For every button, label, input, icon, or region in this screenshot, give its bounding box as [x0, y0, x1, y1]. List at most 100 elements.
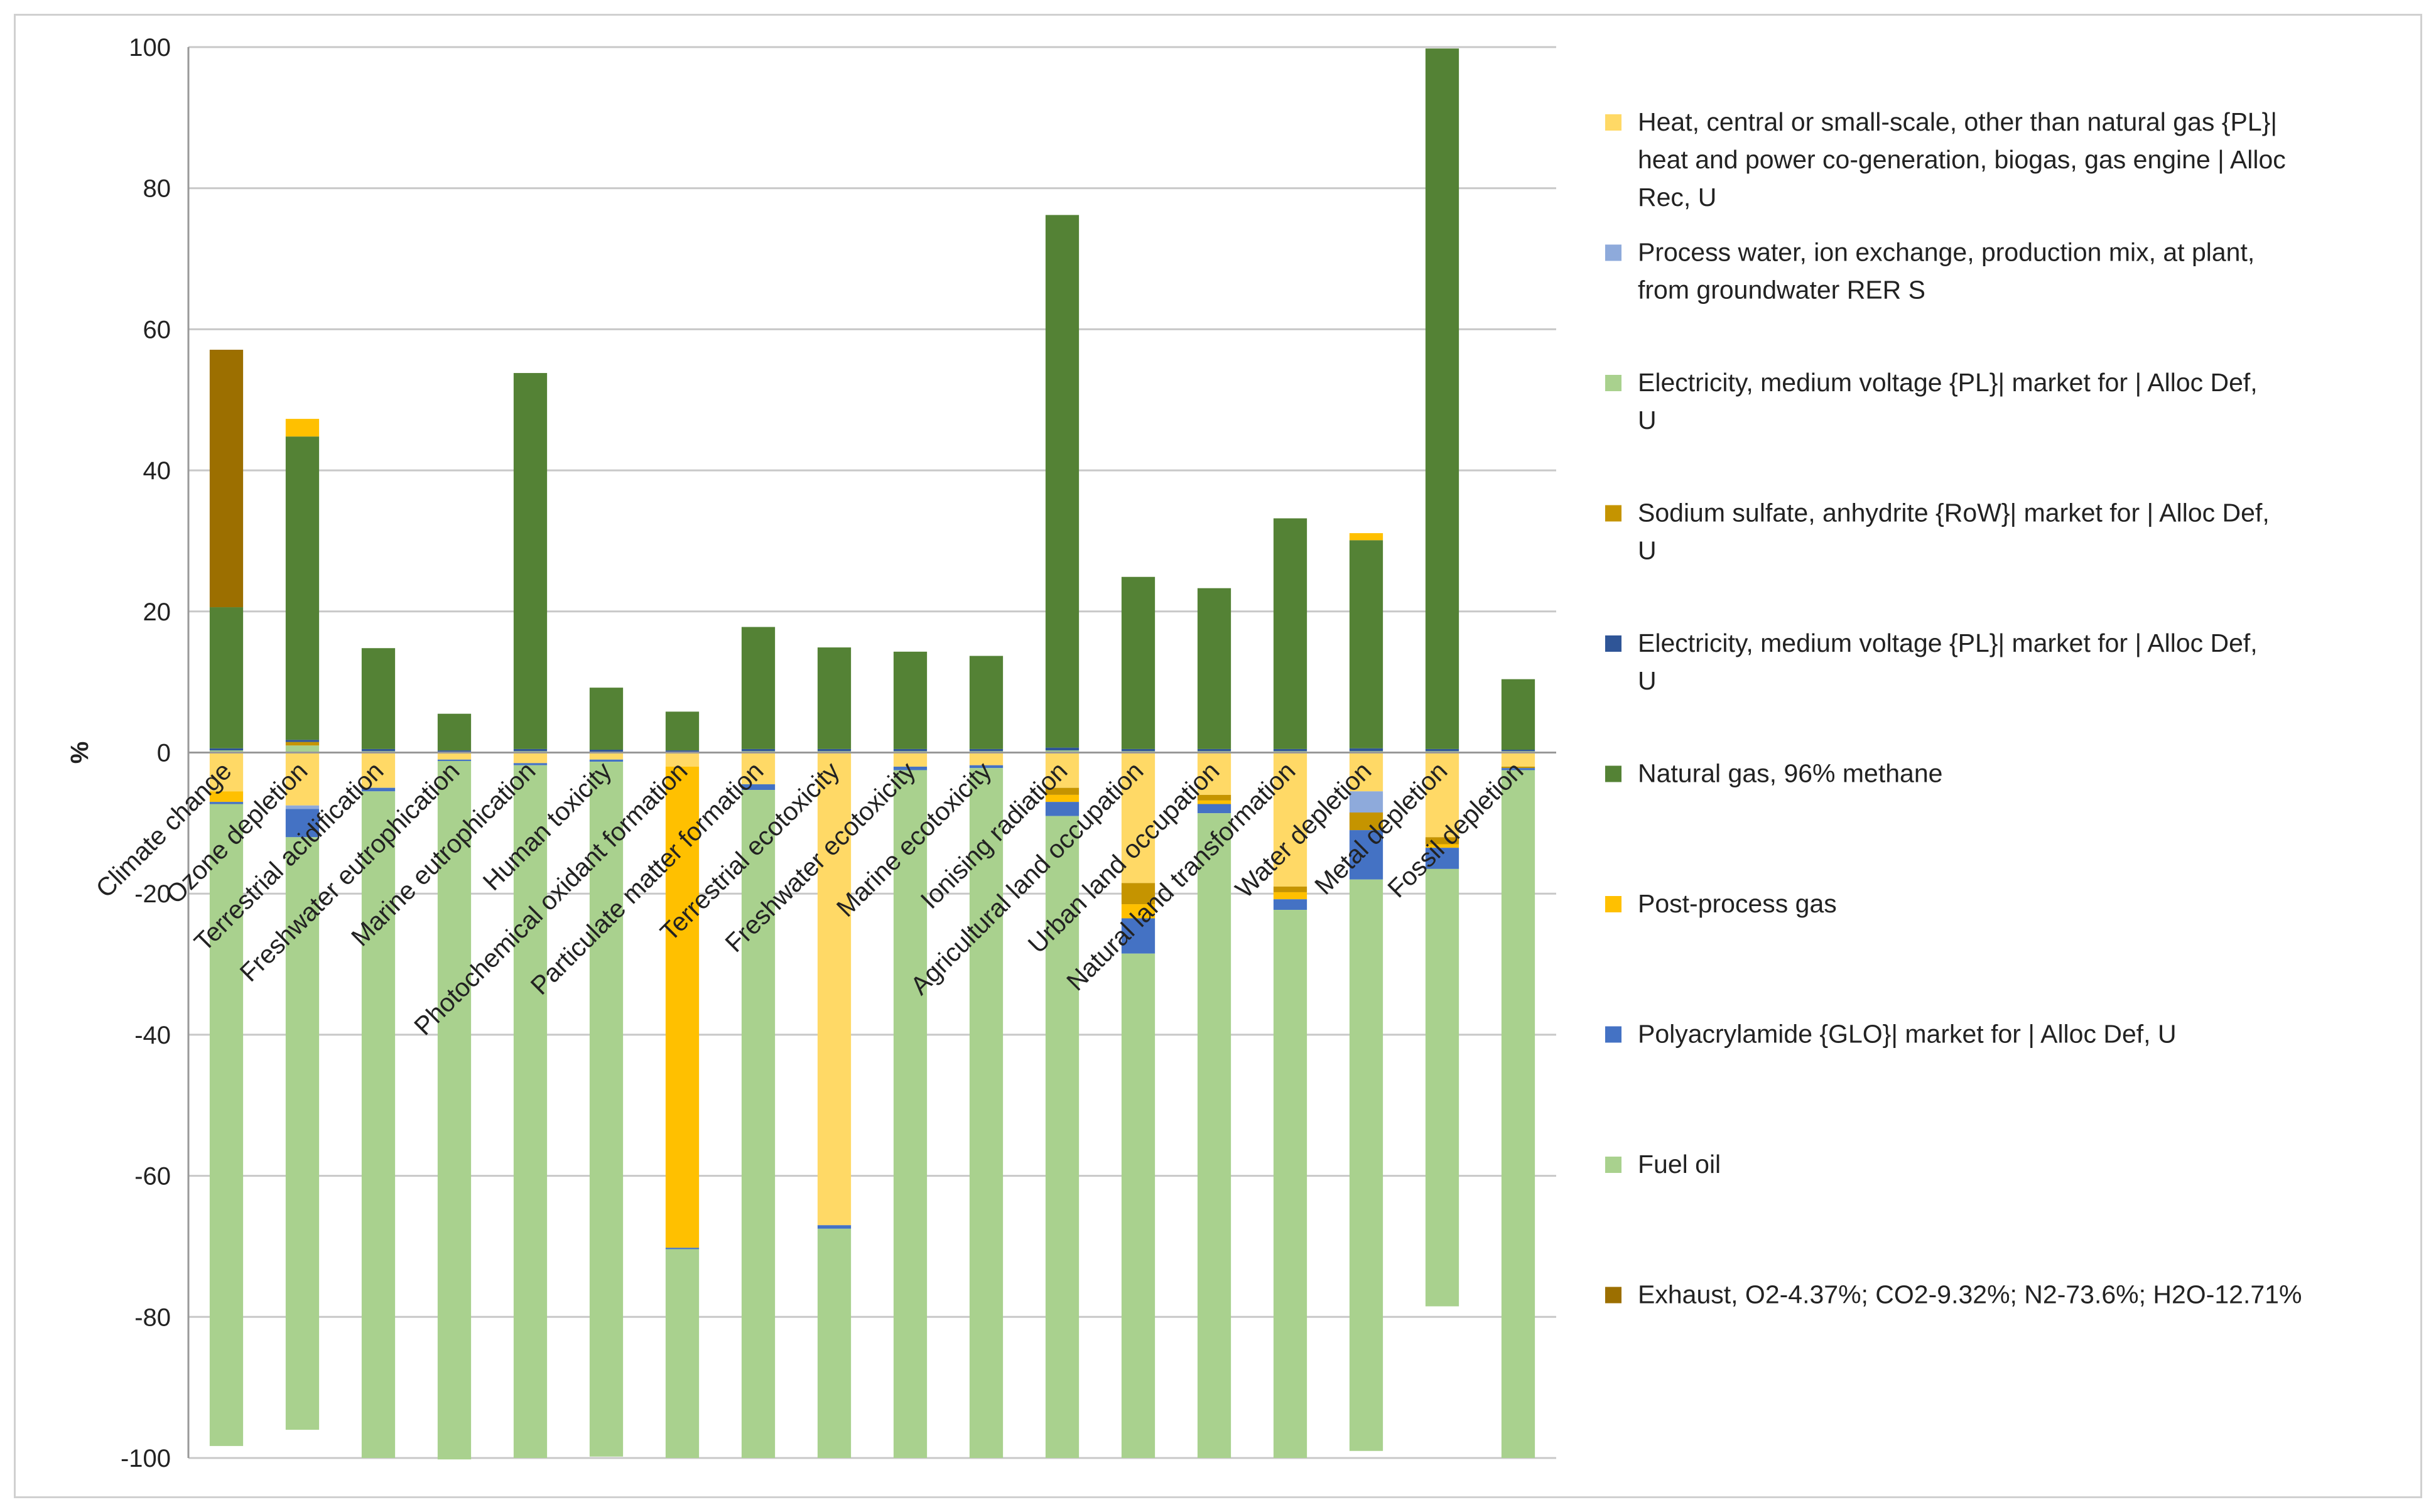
- legend-swatch: [1605, 1287, 1621, 1304]
- bar-stack: [1425, 48, 1459, 1307]
- y-tick-label: 60: [143, 316, 171, 343]
- bar-segment: [665, 1248, 700, 1250]
- y-tick-label: -60: [134, 1163, 171, 1191]
- bar-stack: [361, 648, 396, 1458]
- legend-swatch: [1605, 896, 1621, 912]
- bar-segment: [1121, 748, 1156, 752]
- bar-segment: [1501, 770, 1535, 1458]
- bar-segment: [665, 766, 700, 1248]
- legend-entry: Exhaust, O2-4.37%; CO2-9.32%; N2-73.6%; …: [1605, 1280, 2302, 1309]
- bar-segment: [209, 802, 244, 804]
- bar-segment: [1425, 848, 1459, 869]
- bar-segment: [513, 752, 548, 764]
- bar-segment: [1349, 879, 1383, 1451]
- bar-stack: [741, 627, 776, 1458]
- bar-segment: [209, 791, 244, 802]
- bar-segment: [1121, 576, 1156, 749]
- bar-segment: [1425, 752, 1459, 838]
- bar-segment: [1121, 918, 1156, 954]
- bar-segment: [1273, 748, 1307, 752]
- legend-label: Electricity, medium voltage {PL}| market…: [1638, 368, 2258, 397]
- legend-entry: Heat, central or small-scale, other than…: [1605, 107, 2286, 212]
- bar-segment: [817, 1225, 852, 1229]
- bar-segment: [969, 768, 1004, 1458]
- y-axis-label: %: [66, 742, 94, 764]
- legend-label: Polyacrylamide {GLO}| market for | Alloc…: [1638, 1020, 2177, 1049]
- legend-swatch: [1605, 505, 1621, 522]
- bar-stack: [437, 713, 472, 1460]
- bar-segment: [589, 762, 624, 1457]
- bar-segment: [513, 373, 548, 749]
- bar-segment: [209, 750, 244, 753]
- bar-segment: [893, 651, 928, 749]
- bar-segment: [209, 349, 244, 608]
- legend-swatch: [1605, 635, 1621, 652]
- bar-segment: [513, 763, 548, 765]
- bar-segment: [209, 607, 244, 748]
- bar-segment: [817, 1228, 852, 1458]
- legend-entry: Process water, ion exchange, production …: [1605, 238, 2255, 305]
- legend-entry: Sodium sulfate, anhydrite {RoW}| market …: [1605, 499, 2270, 565]
- legend-label: Fuel oil: [1638, 1150, 1721, 1179]
- axes: [187, 47, 1556, 1458]
- bar-segment: [1197, 748, 1232, 752]
- legend: Heat, central or small-scale, other than…: [1605, 107, 2302, 1309]
- bar-segment: [437, 713, 472, 751]
- legend-swatch: [1605, 1157, 1621, 1173]
- legend-label: Electricity, medium voltage {PL}| market…: [1638, 629, 2258, 657]
- legend-entry: Electricity, medium voltage {PL}| market…: [1605, 368, 2258, 435]
- bar-segment: [1273, 892, 1307, 900]
- bar-segment: [741, 627, 776, 749]
- legend-label: Post-process gas: [1638, 889, 1837, 918]
- bar-segment: [285, 805, 320, 809]
- bar-segment: [969, 752, 1004, 765]
- bar-segment: [1273, 886, 1307, 892]
- legend-label: Process water, ion exchange, production …: [1638, 238, 2255, 267]
- bar-segment: [1045, 750, 1080, 753]
- legend-entry: Post-process gas: [1605, 889, 1837, 918]
- bar-segment: [285, 809, 320, 838]
- bar-segment: [1425, 748, 1459, 752]
- y-tick-label: 100: [129, 34, 171, 62]
- bar-segment: [741, 748, 776, 752]
- y-tick-label: -20: [134, 880, 171, 908]
- bar-segment: [589, 750, 624, 752]
- bar-segment: [1273, 910, 1307, 1458]
- legend-entry: Polyacrylamide {GLO}| market for | Alloc…: [1605, 1020, 2177, 1049]
- y-tick-label: -80: [134, 1304, 171, 1331]
- bar-segment: [361, 648, 396, 749]
- bar-segment: [285, 419, 320, 437]
- bar-segment: [589, 688, 624, 750]
- legend-entry: Electricity, medium voltage {PL}| market…: [1605, 629, 2258, 695]
- legend-swatch: [1605, 114, 1621, 131]
- bar-segment: [665, 711, 700, 751]
- bar-stack: [1349, 533, 1383, 1451]
- bar-segment: [209, 752, 244, 792]
- legend-label: U: [1638, 536, 1657, 565]
- bar-segment: [1501, 750, 1535, 752]
- bar-segment: [1045, 794, 1080, 802]
- bar-segment: [437, 760, 472, 1460]
- bar-segment: [589, 759, 624, 762]
- bar-segment: [1501, 766, 1535, 769]
- bar-segment: [1197, 752, 1232, 795]
- bar-stacks: [209, 48, 1535, 1460]
- bar-segment: [209, 804, 244, 1446]
- bar-segment: [1501, 679, 1535, 750]
- legend-swatch: [1605, 244, 1621, 261]
- bar-segment: [1273, 899, 1307, 910]
- bar-segment: [1501, 752, 1535, 767]
- bar-segment: [285, 740, 320, 742]
- bar-segment: [437, 752, 472, 760]
- legend-label: Sodium sulfate, anhydrite {RoW}| market …: [1638, 499, 2270, 527]
- bar-stack: [513, 373, 548, 1458]
- bar-stack: [209, 349, 244, 1446]
- bar-segment: [741, 784, 776, 791]
- bar-stack: [1197, 588, 1232, 1458]
- bar-segment: [1121, 953, 1156, 1458]
- bar-segment: [1197, 804, 1232, 814]
- bar-segment: [1197, 800, 1232, 804]
- bar-segment: [361, 752, 396, 788]
- bar-segment: [1349, 752, 1383, 792]
